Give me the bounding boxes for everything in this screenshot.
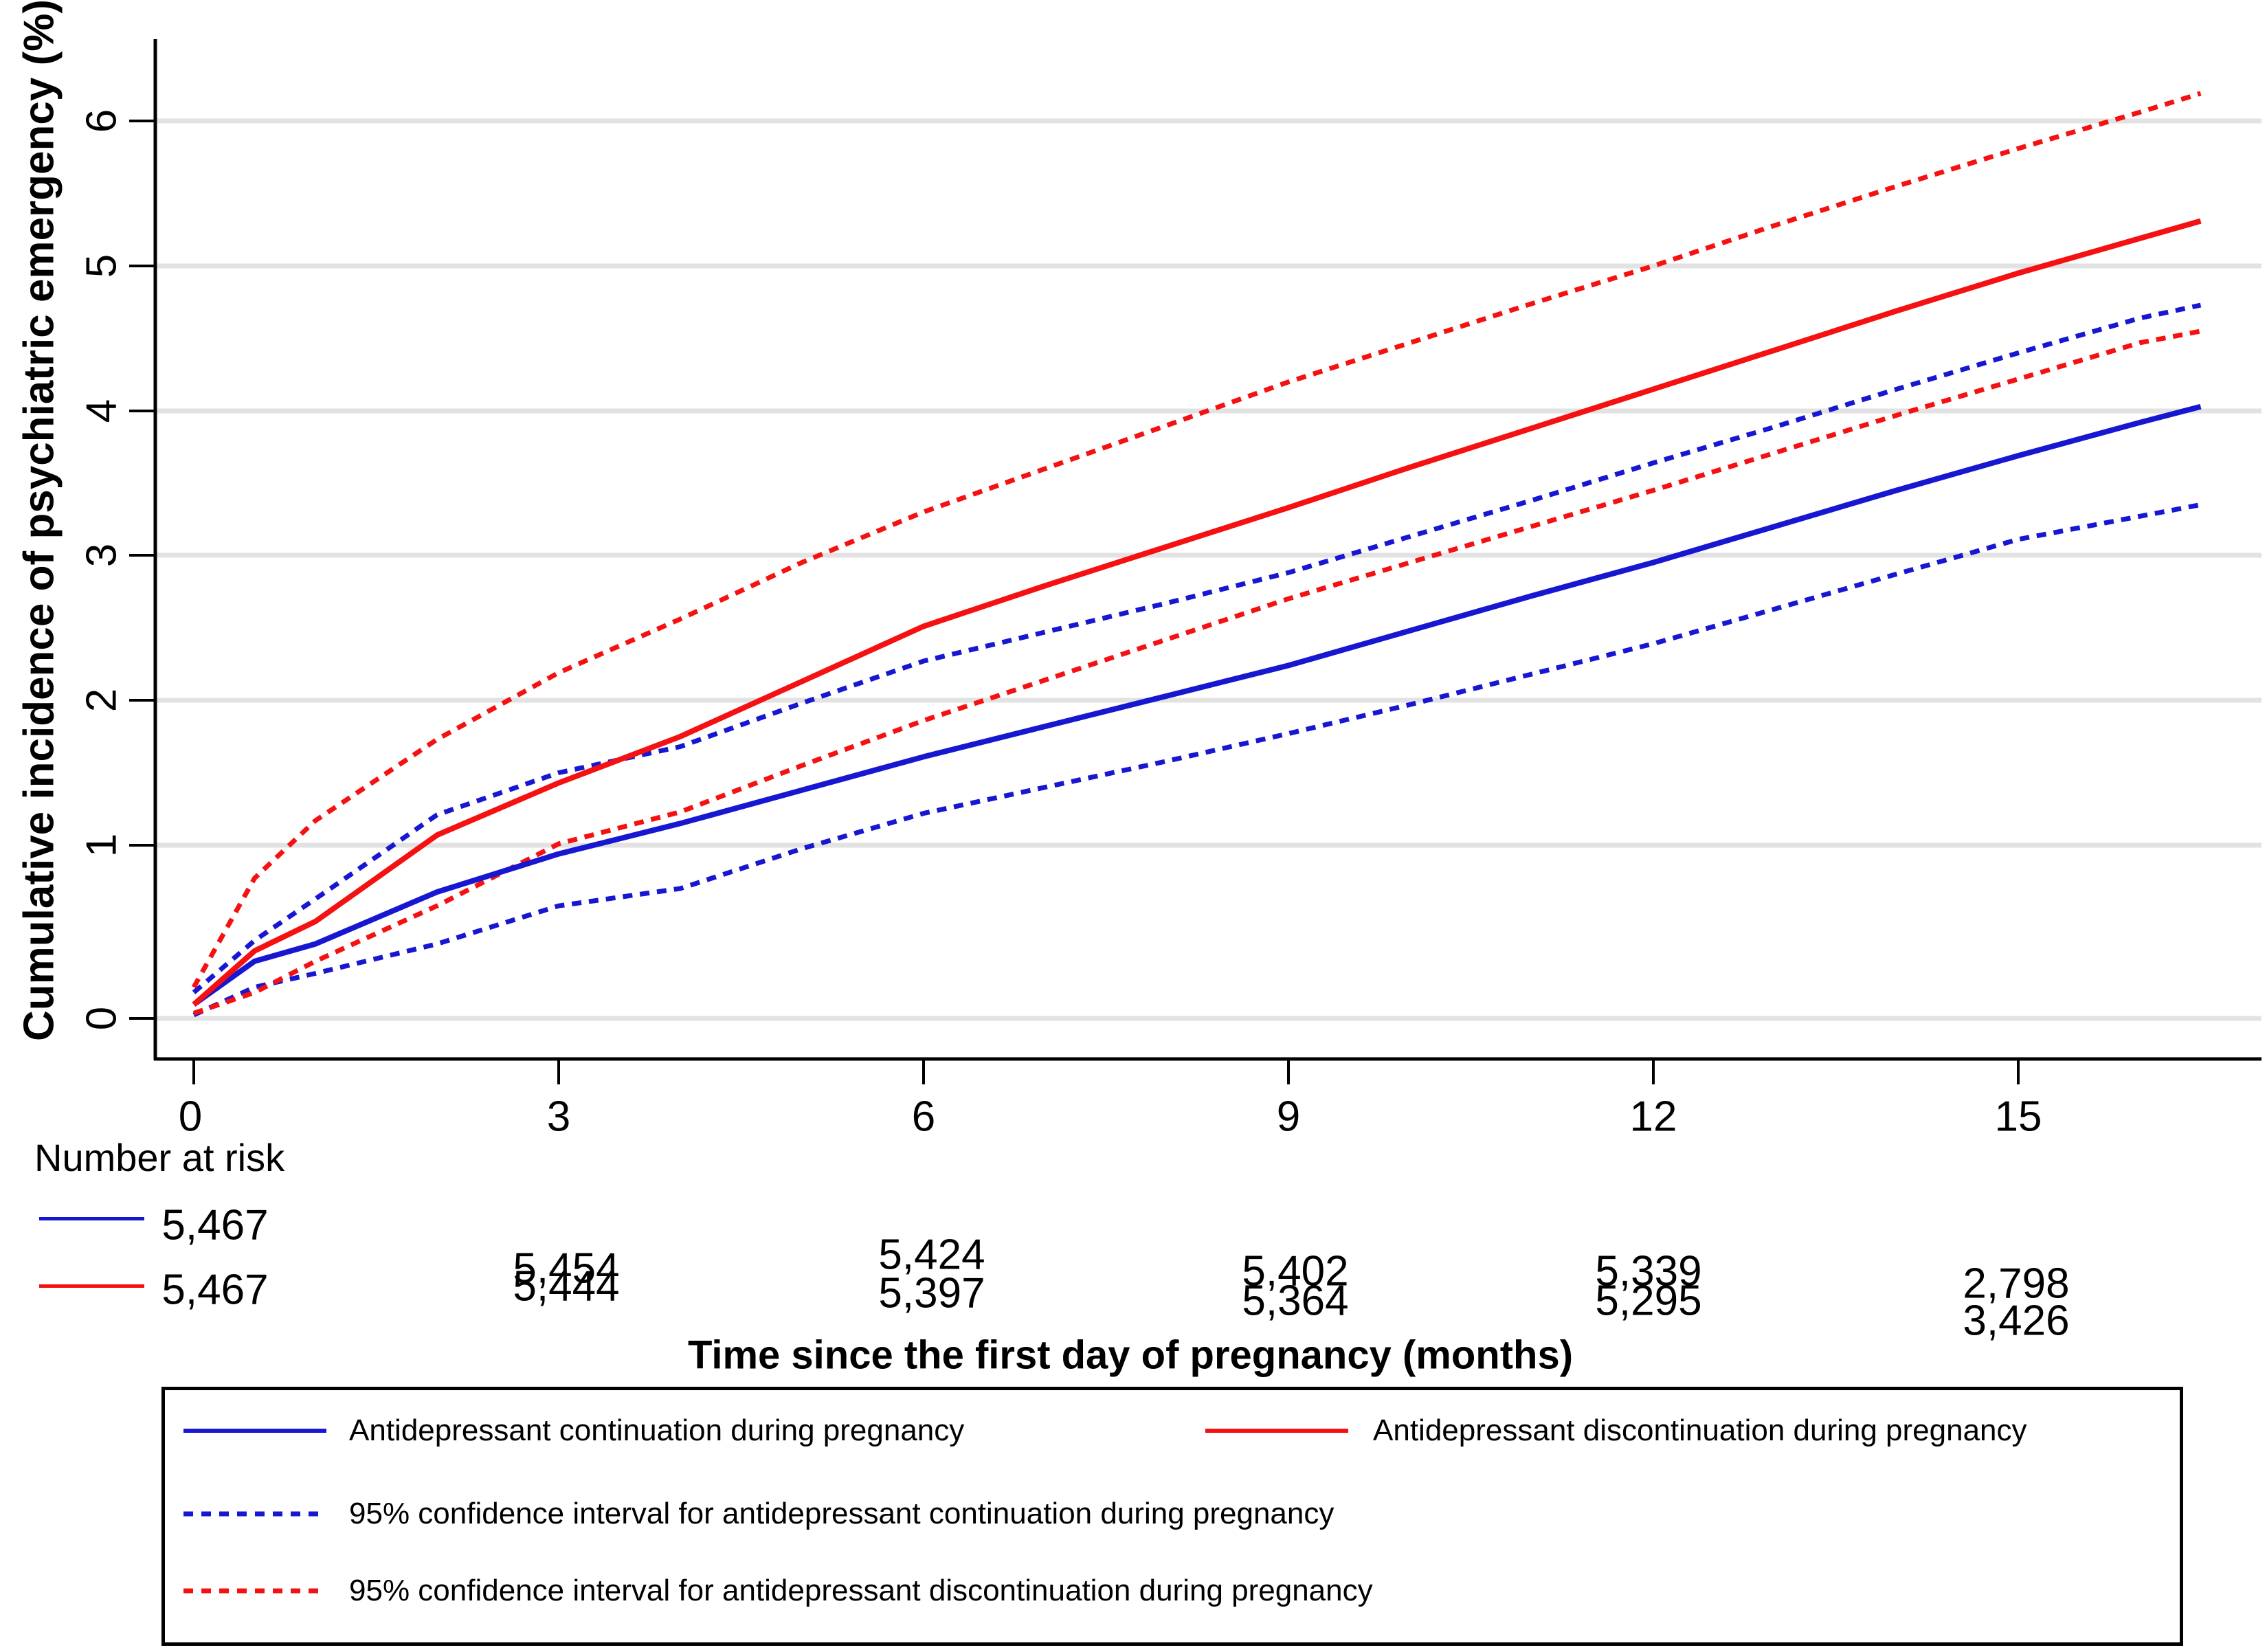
legend-continuation-label: Antidepressant continuation during pregn…: [349, 1414, 965, 1447]
discontinuation-ci-lower-curve: [192, 328, 2202, 1016]
risk-row-continuation-swatch: [39, 1217, 144, 1220]
x-tick-label-3: 3: [546, 1093, 571, 1141]
y-axis-title: Cumulative incidence of psychiatric emer…: [15, 0, 63, 1042]
y-tick-label-5: 5: [78, 254, 126, 278]
legend-discontinuation-ci-swatch: [183, 1588, 326, 1594]
y-tick-label-1: 1: [78, 833, 126, 858]
risk-cell: 5,444: [513, 1262, 620, 1310]
discontinuation-ci-upper-curve: [191, 91, 2202, 989]
x-tick-label-12: 12: [1629, 1093, 1677, 1141]
risk-cell: 5,424: [878, 1231, 985, 1279]
risk-row-discontinuation-swatch: [39, 1284, 144, 1288]
legend-discontinuation-swatch: [1205, 1429, 1348, 1433]
continuation-ci-lower-curve: [192, 502, 2202, 1018]
legend-continuation-ci-label: 95% confidence interval for antidepressa…: [349, 1497, 1334, 1530]
risk-cell: 5,467: [161, 1266, 269, 1314]
continuation-curve: [192, 403, 2202, 1007]
x-axis-title: Time since the first day of pregnancy (m…: [687, 1332, 1574, 1378]
risk-cell: 5,467: [161, 1201, 269, 1249]
risk-cell: 5,397: [878, 1269, 985, 1317]
discontinuation-curve: [192, 218, 2202, 1007]
risk-cell: 3,426: [1963, 1297, 2070, 1345]
legend-continuation-swatch: [183, 1429, 326, 1433]
number-at-risk-label: Number at risk: [34, 1136, 285, 1179]
y-tick-label-4: 4: [78, 399, 126, 423]
y-tick-label-2: 2: [78, 688, 126, 713]
y-tick-label-6: 6: [78, 109, 126, 133]
y-tick-label-3: 3: [78, 543, 126, 568]
risk-cell: 5,364: [1242, 1277, 1349, 1325]
legend: Antidepressant continuation during pregn…: [161, 1387, 2183, 1646]
continuation-ci-upper-curve: [192, 302, 2202, 994]
legend-discontinuation-label: Antidepressant discontinuation during pr…: [1373, 1414, 2027, 1447]
risk-cell: 2,798: [1963, 1260, 2070, 1308]
x-tick-label-0: 0: [178, 1093, 203, 1141]
y-tick-label-0: 0: [78, 1006, 126, 1031]
legend-continuation-ci-swatch: [183, 1511, 326, 1517]
risk-cell: 5,339: [1595, 1247, 1702, 1295]
x-tick-label-6: 6: [911, 1093, 936, 1141]
risk-cell: 5,402: [1242, 1247, 1349, 1295]
risk-cell: 5,454: [513, 1244, 620, 1293]
x-tick-label-15: 15: [1994, 1093, 2042, 1141]
x-tick-label-9: 9: [1276, 1093, 1301, 1141]
risk-cell: 5,295: [1595, 1277, 1702, 1325]
legend-discontinuation-ci-label: 95% confidence interval for antidepressa…: [349, 1574, 1373, 1607]
